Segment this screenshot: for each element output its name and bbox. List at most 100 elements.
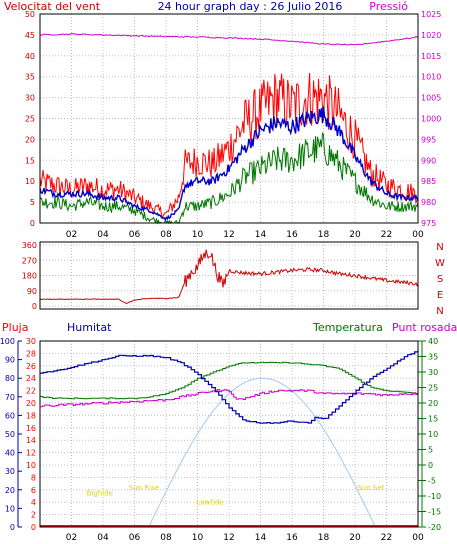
wind-tick-label: 10: [25, 177, 35, 186]
hour-tick-label: 16: [286, 230, 298, 240]
hour-tick-label: 04: [97, 533, 109, 543]
direction-tick-label: 360: [22, 241, 37, 250]
compass-label: W: [435, 258, 445, 269]
rain-tick-label: 28: [26, 349, 36, 358]
humidity-tick-label: 40: [5, 449, 15, 458]
rain-tick-label: 12: [26, 449, 36, 458]
humidity-tick-label: 80: [5, 374, 15, 383]
rain-tick-label: 8: [31, 473, 36, 482]
wind-tick-label: 0: [30, 219, 35, 228]
humidity-tick-label: 60: [5, 411, 15, 420]
wind-tick-label: 15: [25, 156, 35, 165]
hour-tick-label: 02: [66, 533, 77, 543]
humidity-tick-label: 90: [5, 356, 15, 365]
pressure-tick-label: 1005: [421, 94, 441, 103]
wind-direction-series: [39, 249, 419, 305]
event-marker-label: Sun Rise: [129, 484, 159, 492]
temperature-tick-label: -15: [428, 508, 441, 517]
wind-tick-label: 35: [25, 73, 35, 82]
wind-tick-label: 30: [25, 94, 35, 103]
temperature-tick-label: 25: [428, 384, 438, 393]
rain-tick-label: 4: [31, 498, 36, 507]
pressure-tick-label: 975: [421, 219, 436, 228]
hour-tick-label: 12: [223, 230, 234, 240]
humidity-label: Humitat: [67, 321, 112, 334]
pressure-tick-label: 1000: [421, 115, 441, 124]
wind-pressure-panel: 0510152025303540455097598098599099510001…: [25, 10, 442, 228]
hour-tick-label: 16: [286, 533, 298, 543]
event-marker-label: Sun Set: [357, 484, 384, 492]
wind-tick-label: 20: [25, 135, 35, 144]
humidity-tick-label: 10: [5, 504, 15, 513]
pressure-tick-label: 990: [421, 156, 436, 165]
humidity-series: [40, 350, 419, 424]
compass-label: N: [436, 242, 443, 253]
dewpoint-label: Punt rosada: [392, 321, 457, 334]
wind-avg-series: [39, 106, 419, 222]
wind-direction-frame: [39, 241, 419, 310]
rain-tick-label: 20: [26, 399, 36, 408]
temperature-label: Temperatura: [312, 321, 383, 334]
hour-tick-label: 12: [223, 533, 234, 543]
temperature-tick-label: -20: [428, 523, 441, 532]
pressure-label: Pressió: [369, 0, 408, 13]
pressure-tick-label: 1025: [421, 10, 441, 19]
hour-tick-label: 20: [349, 533, 361, 543]
humidity-tick-label: 20: [5, 486, 15, 495]
wind-tick-label: 45: [25, 31, 35, 40]
rain-tick-label: 26: [26, 362, 36, 371]
rain-tick-label: 14: [26, 436, 36, 445]
temperature-tick-label: 30: [428, 368, 438, 377]
temperature-tick-label: -10: [428, 492, 441, 501]
wind-tick-label: 40: [25, 52, 35, 61]
hour-tick-label: 10: [192, 533, 204, 543]
rain-tick-label: 18: [26, 411, 36, 420]
temperature-tick-label: 10: [428, 430, 438, 439]
wind-pressure-frame: [39, 13, 419, 224]
rain-tick-label: 10: [26, 461, 36, 470]
humidity-tick-label: 0: [10, 523, 15, 532]
hour-tick-label: 14: [255, 533, 267, 543]
hum-temp-rain-frame: [39, 340, 419, 528]
event-marker-label: Lowtide: [196, 499, 223, 507]
hour-tick-label: 00: [412, 533, 424, 543]
humidity-tick-label: 70: [5, 393, 15, 402]
rain-tick-label: 24: [26, 374, 36, 383]
pressure-tick-label: 985: [421, 177, 436, 186]
wind-pressure-x-axis: 02 04 06 08 10 12 14 16 18 20 22 00: [66, 230, 424, 240]
hour-tick-label: 10: [192, 230, 204, 240]
hour-tick-label: 04: [97, 230, 109, 240]
compass-label: E: [437, 290, 443, 301]
hour-tick-label: 18: [318, 533, 330, 543]
wind-speed-label: Velocitat del vent: [4, 0, 101, 13]
hour-tick-label: 14: [255, 230, 267, 240]
hour-tick-label: 06: [129, 533, 141, 543]
pressure-tick-label: 1010: [421, 73, 441, 82]
temperature-tick-label: 15: [428, 415, 438, 424]
temperature-tick-label: -5: [428, 477, 436, 486]
pressure-tick-label: 1015: [421, 52, 441, 61]
temperature-tick-label: 40: [428, 337, 438, 346]
humidity-tick-label: 50: [5, 430, 15, 439]
pressure-tick-label: 980: [421, 198, 436, 207]
temperature-tick-label: 35: [428, 353, 438, 362]
humidity-tick-label: 100: [0, 337, 15, 346]
direction-tick-label: 0: [32, 302, 37, 311]
wind-low-series: [39, 132, 419, 225]
hour-tick-label: 06: [129, 230, 141, 240]
rain-tick-label: 16: [26, 424, 36, 433]
wind-tick-label: 50: [25, 10, 35, 19]
pressure-tick-label: 1020: [421, 31, 441, 40]
hour-tick-label: 02: [66, 230, 77, 240]
compass-label: N: [436, 306, 443, 317]
hour-tick-label: 08: [160, 533, 172, 543]
graph-title: 24 hour graph day : 26 Julio 2016: [158, 0, 343, 13]
pressure-series: [39, 33, 419, 46]
temperature-tick-label: 20: [428, 399, 438, 408]
hour-tick-label: 22: [381, 230, 392, 240]
rain-tick-label: 2: [31, 511, 36, 520]
event-marker-label: Bighide: [87, 489, 113, 497]
temperature-series: [40, 361, 419, 400]
hour-tick-label: 08: [160, 230, 172, 240]
